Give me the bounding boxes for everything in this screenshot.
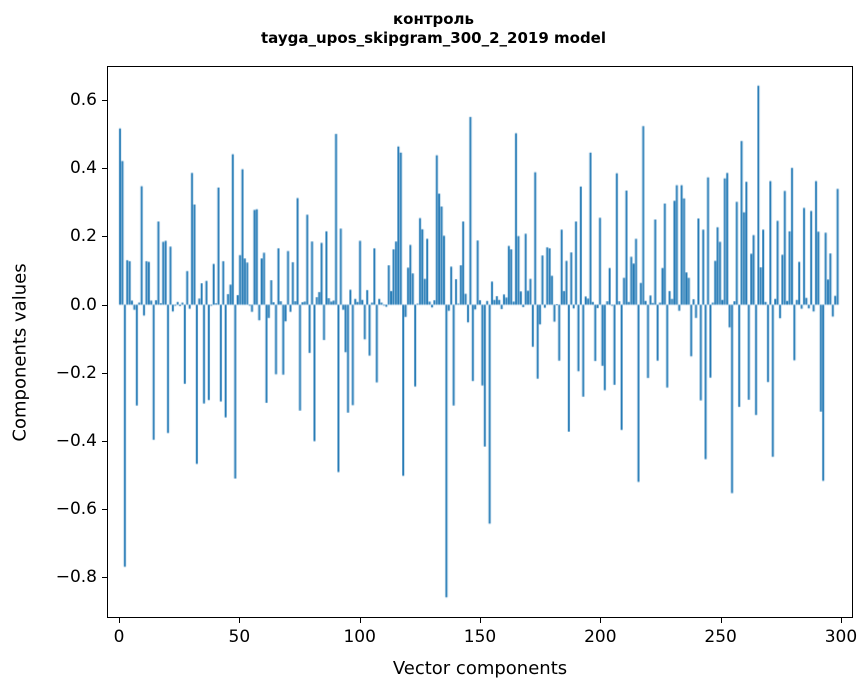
y-tick-mark bbox=[102, 304, 107, 306]
y-tick-mark bbox=[102, 236, 107, 238]
x-tick-mark bbox=[359, 618, 361, 623]
y-tick-mark bbox=[102, 372, 107, 374]
x-tick-mark bbox=[840, 618, 842, 623]
y-tick-mark bbox=[102, 100, 107, 102]
x-tick-mark bbox=[600, 618, 602, 623]
x-tick-mark bbox=[480, 618, 481, 623]
y-tick-mark bbox=[102, 577, 107, 579]
x-tick-label: 100 bbox=[343, 627, 376, 647]
x-tick-label: 300 bbox=[824, 627, 858, 647]
y-tick-mark bbox=[102, 508, 107, 510]
x-axis-label: Vector components bbox=[392, 658, 568, 679]
x-tick-mark bbox=[720, 618, 722, 623]
y-tick-label: 0.0 bbox=[69, 294, 97, 315]
x-tick-label: 0 bbox=[113, 627, 125, 647]
y-tick-label: −0.8 bbox=[55, 567, 97, 588]
y-tick-mark bbox=[102, 168, 107, 170]
chart-title-line-1: контроль bbox=[392, 10, 475, 28]
plot-axes bbox=[107, 66, 853, 618]
x-tick-mark bbox=[239, 618, 241, 623]
chart-title: контроль tayga_upos_skipgram_300_2_2019 … bbox=[0, 10, 867, 48]
y-tick-label: 0.6 bbox=[69, 90, 97, 111]
x-tick-label: 250 bbox=[704, 627, 737, 647]
x-axis-ticks: 0 50 100 150 200 250 300 bbox=[107, 618, 857, 658]
y-tick-label: −0.4 bbox=[55, 430, 97, 451]
chart-title-line-2: tayga_upos_skipgram_300_2_2019 model bbox=[261, 28, 606, 47]
x-tick-label: 50 bbox=[228, 627, 251, 647]
y-tick-label: −0.2 bbox=[55, 362, 97, 383]
y-tick-mark bbox=[102, 440, 107, 442]
y-axis-label: Components values bbox=[9, 263, 31, 442]
x-tick-mark bbox=[119, 618, 121, 623]
x-tick-label: 200 bbox=[584, 627, 617, 647]
bar-series-canvas bbox=[108, 67, 852, 617]
y-tick-label: 0.4 bbox=[69, 158, 97, 179]
y-tick-label: 0.2 bbox=[69, 226, 97, 247]
y-tick-label: −0.6 bbox=[55, 498, 97, 519]
y-axis-ticks: 0.6 0.4 0.2 0.0 −0.2 −0.4 −0.6 −0.8 bbox=[0, 66, 107, 618]
x-tick-label: 150 bbox=[463, 627, 497, 647]
